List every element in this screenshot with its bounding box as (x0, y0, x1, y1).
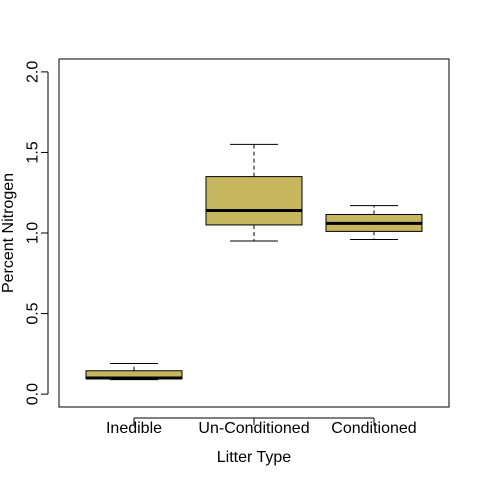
x-axis: Inedible Un-Conditioned Conditioned (106, 417, 417, 437)
boxes (85, 143, 423, 381)
y-tick-label: 2.0 (25, 61, 42, 83)
y-tick-label: 1.5 (25, 141, 42, 163)
x-tick-label: Un-Conditioned (198, 420, 309, 437)
x-tick-label: Conditioned (331, 420, 416, 437)
y-axis-label: Percent Nitrogen (0, 173, 17, 293)
y-tick-label: 1.0 (25, 222, 42, 244)
y-axis: 0.0 0.5 1.0 1.5 2.0 (25, 61, 49, 405)
box-inedible (85, 363, 183, 381)
iqr-box (205, 176, 303, 226)
y-tick-label: 0.5 (25, 302, 42, 324)
y-tick-label: 0.0 (25, 383, 42, 405)
x-tick-label: Inedible (106, 420, 162, 437)
box-un-conditioned (205, 143, 303, 242)
x-axis-label: Litter Type (217, 449, 292, 466)
box-conditioned (325, 205, 423, 240)
plot-frame (58, 58, 450, 408)
